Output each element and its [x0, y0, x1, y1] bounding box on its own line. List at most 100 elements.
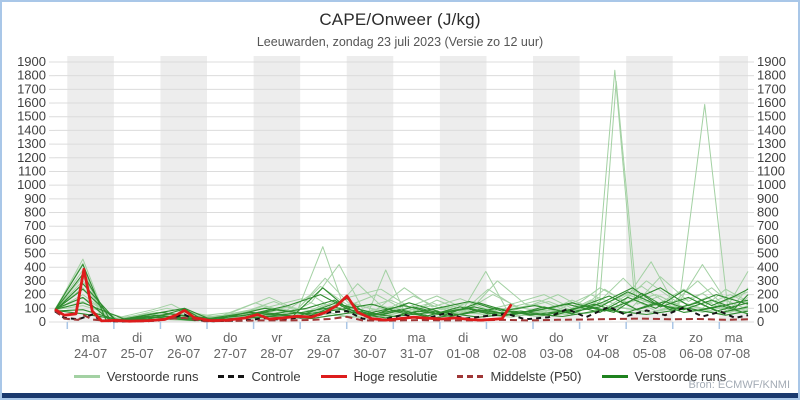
y-axis-label-right: 300 — [757, 273, 779, 288]
y-axis-label-right: 100 — [757, 300, 779, 315]
legend-label: Verstoorde runs — [106, 369, 199, 384]
y-axis-label-left: 1300 — [17, 136, 46, 151]
ensemble-member-dark-line — [54, 294, 749, 322]
y-axis-label-right: 1700 — [757, 81, 786, 96]
y-axis-label-right: 200 — [757, 287, 779, 302]
legend-item: Verstoorde runs — [73, 369, 199, 384]
x-axis-day-label: do — [549, 330, 563, 345]
y-axis-label-right: 400 — [757, 259, 779, 274]
y-axis-label-right: 1400 — [757, 122, 786, 137]
x-axis-date-label: 25-07 — [121, 346, 154, 361]
x-axis-day-label: do — [223, 330, 237, 345]
legend-line-swatch-icon — [601, 375, 628, 378]
x-axis-date-label: 02-08 — [493, 346, 526, 361]
hires-run-line — [54, 267, 513, 323]
y-axis-label-left: 100 — [24, 300, 46, 315]
y-axis-label-right: 1900 — [757, 54, 786, 69]
x-axis-date-label: 31-07 — [400, 346, 433, 361]
y-axis-label-right: 1800 — [757, 68, 786, 83]
legend-label: Middelste (P50) — [490, 369, 582, 384]
y-axis-label-left: 1000 — [17, 177, 46, 192]
median-p50-line — [54, 309, 749, 323]
legend-line-swatch-icon — [218, 375, 245, 378]
x-axis-date-label: 07-08 — [717, 346, 750, 361]
bottom-accent-bar — [2, 393, 798, 398]
y-axis-label-left: 1600 — [17, 95, 46, 110]
x-axis-date-label: 26-07 — [167, 346, 200, 361]
y-axis-label-right: 1100 — [757, 163, 785, 178]
legend-label: Controle — [251, 369, 301, 384]
x-axis-day-label: ma — [408, 330, 427, 345]
y-axis-label-right: 1000 — [757, 177, 786, 192]
x-axis-date-label: 29-07 — [307, 346, 340, 361]
x-axis-date-label: 24-07 — [74, 346, 107, 361]
y-axis-label-right: 800 — [757, 205, 779, 220]
y-axis-label-left: 800 — [24, 205, 46, 220]
x-axis-date-label: 01-08 — [447, 346, 480, 361]
y-axis-label-right: 0 — [757, 314, 764, 329]
day-band — [253, 56, 301, 322]
y-axis-label-left: 700 — [24, 218, 46, 233]
day-band — [626, 56, 673, 322]
x-axis-day-label: di — [132, 330, 142, 345]
y-axis-label-left: 1400 — [17, 122, 46, 137]
x-axis-day-label: ma — [82, 330, 101, 345]
y-axis-label-left: 1200 — [17, 150, 46, 165]
chart-legend: Verstoorde runs Controle Hoge resolutie Mid… — [2, 369, 798, 384]
legend-label: Hoge resolutie — [353, 369, 438, 384]
legend-item: Middelste (P50) — [457, 369, 582, 384]
y-axis-label-right: 1300 — [757, 136, 786, 151]
x-axis-date-label: 30-07 — [353, 346, 386, 361]
source-credit: Bron: ECMWF/KNMI — [688, 379, 790, 391]
x-axis-date-label: 05-08 — [633, 346, 666, 361]
y-axis-label-right: 900 — [757, 191, 779, 206]
y-axis-label-left: 500 — [24, 246, 46, 261]
x-axis-date-label: 27-07 — [214, 346, 247, 361]
x-axis-day-label: vr — [597, 330, 609, 345]
legend-line-swatch-icon — [73, 375, 100, 378]
ensemble-member-light-line — [54, 280, 749, 319]
x-axis-date-label: 04-08 — [586, 346, 619, 361]
day-band — [719, 56, 748, 322]
y-axis-label-right: 500 — [757, 246, 779, 261]
y-axis-label-left: 1100 — [18, 163, 46, 178]
x-axis-day-label: ma — [725, 330, 744, 345]
y-axis-label-left: 400 — [24, 259, 46, 274]
legend-label: Verstoorde runs — [634, 369, 727, 384]
legend-item: Verstoorde runs — [601, 369, 727, 384]
y-axis-label-left: 200 — [24, 287, 46, 302]
x-axis-day-label: za — [317, 330, 332, 345]
y-axis-label-left: 1800 — [17, 68, 46, 83]
y-axis-label-left: 600 — [24, 232, 46, 247]
legend-line-swatch-icon — [457, 375, 484, 378]
legend-item: Controle — [218, 369, 301, 384]
x-axis-date-label: 06-08 — [679, 346, 712, 361]
y-axis-label-left: 0 — [39, 314, 46, 329]
x-axis-date-label: 03-08 — [540, 346, 573, 361]
y-axis-label-right: 1600 — [757, 95, 786, 110]
ensemble-member-light-line — [54, 277, 749, 320]
x-axis-day-label: zo — [363, 330, 377, 345]
x-axis-day-label: wo — [500, 330, 518, 345]
day-band — [160, 56, 208, 322]
chart-subtitle: Leeuwarden, zondag 23 juli 2023 (Versie … — [256, 35, 544, 49]
y-axis-label-right: 600 — [757, 232, 779, 247]
y-axis-label-left: 900 — [24, 191, 46, 206]
chart-title: CAPE/Onweer (J/kg) — [319, 10, 481, 29]
y-axis-label-left: 300 — [24, 273, 46, 288]
x-axis-date-label: 28-07 — [260, 346, 293, 361]
day-band — [439, 56, 487, 322]
day-band — [533, 56, 580, 322]
day-band — [346, 56, 394, 322]
y-axis-label-left: 1700 — [17, 81, 46, 96]
y-axis-label-left: 1900 — [17, 54, 46, 69]
x-axis-day-label: vr — [271, 330, 283, 345]
x-axis-day-label: zo — [689, 330, 703, 345]
y-axis-label-right: 1500 — [757, 109, 786, 124]
y-axis-label-right: 1200 — [757, 150, 786, 165]
legend-item: Hoge resolutie — [320, 369, 438, 384]
x-axis-day-label: za — [643, 330, 658, 345]
y-axis-label-right: 700 — [757, 218, 779, 233]
